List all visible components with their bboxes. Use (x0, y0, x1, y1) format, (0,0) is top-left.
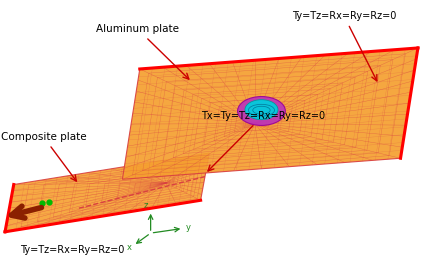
Text: z: z (144, 201, 149, 210)
Text: y: y (185, 224, 191, 233)
Ellipse shape (245, 100, 278, 120)
Text: Tx=Ty=Tz=Rx=Ry=Rz=0: Tx=Ty=Tz=Rx=Ry=Rz=0 (201, 111, 325, 171)
Text: Composite plate: Composite plate (1, 132, 86, 181)
Ellipse shape (238, 97, 286, 125)
Text: x: x (127, 243, 132, 252)
Polygon shape (123, 48, 418, 179)
Text: Aluminum plate: Aluminum plate (96, 24, 189, 79)
Text: Ty=Tz=Rx=Ry=Rz=0: Ty=Tz=Rx=Ry=Rz=0 (20, 245, 125, 255)
Polygon shape (5, 153, 209, 232)
Text: Ty=Tz=Rx=Ry=Rz=0: Ty=Tz=Rx=Ry=Rz=0 (292, 11, 396, 81)
